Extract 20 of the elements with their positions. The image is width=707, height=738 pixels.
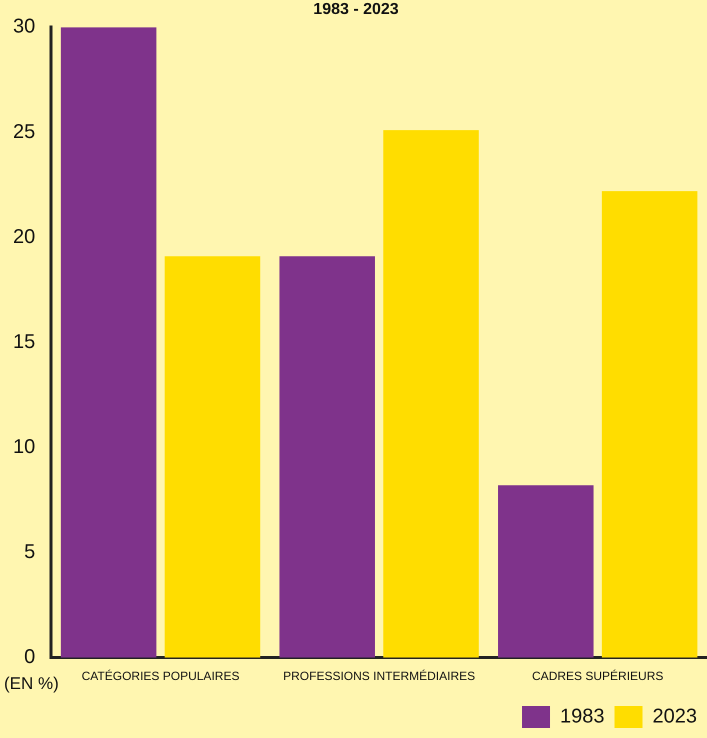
bar xyxy=(60,27,156,658)
y-tick-label: 25 xyxy=(12,120,36,143)
y-axis-title: (EN %) xyxy=(4,674,59,693)
y-tick-label: 5 xyxy=(24,541,36,564)
x-tick-label: CADRES SUPÉRIEURS xyxy=(532,669,664,684)
bar xyxy=(602,191,698,658)
y-tick-label: 15 xyxy=(12,330,36,353)
legend-label: 1983 xyxy=(560,706,605,728)
legend-label: 2023 xyxy=(652,706,698,728)
y-tick-label: 20 xyxy=(12,226,36,248)
x-tick-label: PROFESSIONS INTERMÉDIAIRES xyxy=(283,669,476,684)
bar xyxy=(383,130,479,658)
bar xyxy=(164,256,260,658)
y-tick-label: 10 xyxy=(12,436,36,458)
chart-title: 1983 - 2023 xyxy=(313,1,399,18)
bar xyxy=(498,485,594,658)
y-tick-label: 0 xyxy=(24,646,36,668)
x-tick-label: CATÉGORIES POPULAIRES xyxy=(82,669,240,684)
y-tick-label: 30 xyxy=(12,16,36,38)
bar xyxy=(279,256,375,658)
